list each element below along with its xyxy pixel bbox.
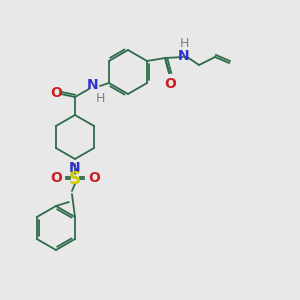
Text: O: O	[50, 86, 62, 100]
Text: N: N	[178, 49, 190, 63]
Text: N: N	[87, 78, 99, 92]
Text: H: H	[95, 92, 105, 105]
Text: O: O	[50, 171, 62, 185]
Text: O: O	[164, 77, 176, 91]
Text: S: S	[69, 170, 81, 188]
Text: O: O	[88, 171, 100, 185]
Text: N: N	[69, 161, 81, 175]
Text: H: H	[179, 37, 189, 50]
